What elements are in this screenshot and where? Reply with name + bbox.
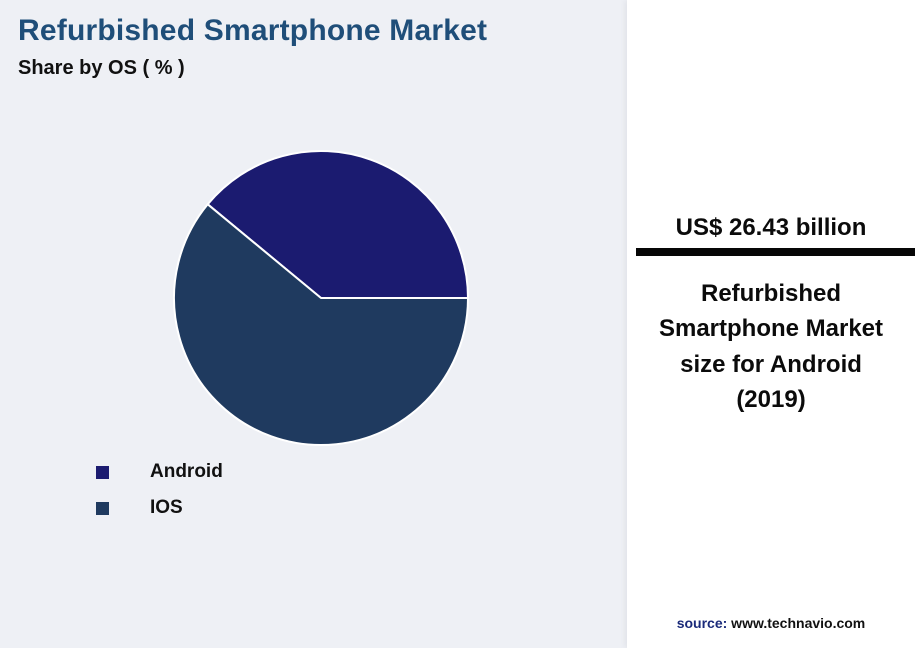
pie-slice-ios [173, 203, 469, 446]
pie-chart [171, 148, 471, 448]
legend-item-android: Android [96, 461, 223, 483]
legend-swatch-android [96, 465, 109, 479]
legend-item-ios: IOS [96, 497, 223, 519]
source-value: www.technavio.com [727, 615, 866, 631]
divider-bar [636, 248, 915, 256]
chart-legend: Android IOS [96, 461, 223, 533]
source-label: source: [676, 615, 728, 631]
chart-subtitle: Share by OS ( % ) [18, 57, 185, 79]
page-title: Refurbished Smartphone Market [18, 14, 488, 47]
highlight-description: Refurbished Smartphone Market size for A… [658, 280, 884, 413]
highlight-value: US$ 26.43 billion [675, 214, 867, 241]
pie-slice-android [206, 149, 469, 299]
pie-chart-svg [173, 149, 469, 446]
legend-label-ios: IOS [150, 497, 183, 518]
side-panel: US$ 26.43 billion Refurbished Smartphone… [627, 0, 915, 648]
legend-swatch-ios [96, 501, 109, 515]
source-line: source: www.technavio.com [627, 615, 915, 631]
legend-label-android: Android [150, 461, 223, 482]
